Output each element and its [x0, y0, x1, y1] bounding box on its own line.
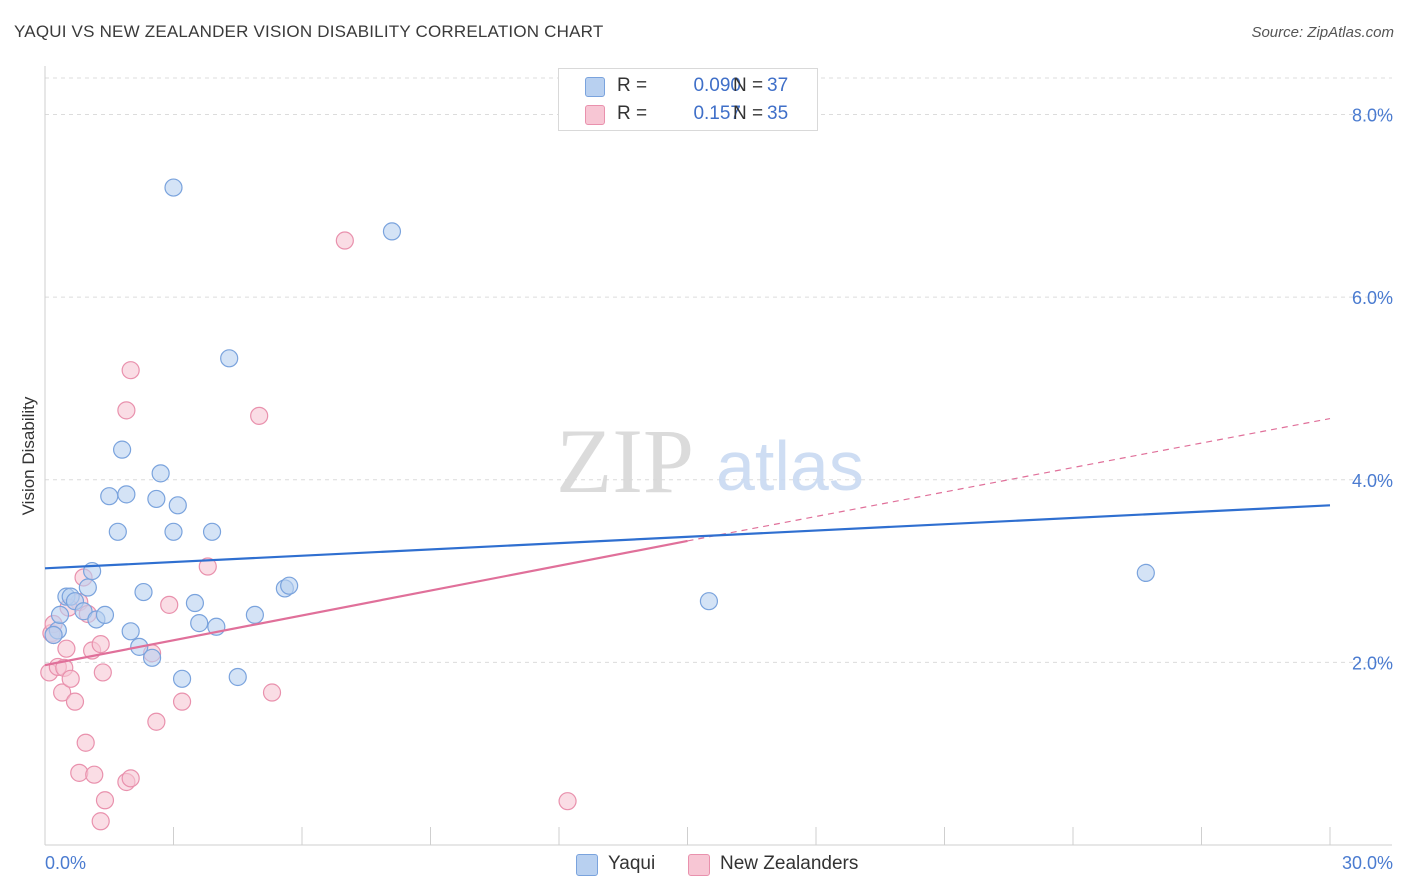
point-new-zealanders [65, 692, 85, 711]
y-tick-label: 6.0% [1352, 288, 1393, 308]
y-tick-label: 2.0% [1352, 653, 1393, 673]
grid-lines [45, 77, 1392, 663]
watermark-zip: ZIP [556, 410, 694, 512]
point-new-zealanders [95, 791, 115, 810]
x-tick-label: 30.0% [1342, 853, 1393, 873]
point-new-zealanders [262, 683, 282, 702]
y-tick-label: 8.0% [1352, 106, 1393, 126]
x-tick-label: 0.0% [45, 853, 86, 873]
bottom-legend-label-new-zealanders: New Zealanders [720, 853, 859, 874]
point-yaqui [50, 605, 70, 625]
point-yaqui [190, 614, 209, 633]
point-yaqui [44, 625, 63, 645]
point-yaqui [134, 582, 153, 602]
legend-swatch-yaqui [585, 77, 605, 97]
bottom-legend-swatch-yaqui [576, 854, 598, 876]
point-new-zealanders [70, 763, 89, 782]
point-new-zealanders [335, 231, 354, 250]
point-new-zealanders [121, 361, 140, 380]
point-new-zealanders [198, 557, 217, 576]
legend-r-label: R = [617, 103, 648, 124]
point-new-zealanders [117, 401, 136, 420]
point-yaqui [164, 178, 183, 197]
point-new-zealanders [558, 792, 577, 811]
legend-n-label: N = [733, 75, 764, 96]
point-yaqui [112, 440, 132, 459]
legend-n-value: 37 [767, 75, 789, 96]
point-yaqui [168, 496, 187, 515]
point-yaqui [108, 522, 127, 541]
point-yaqui [1136, 563, 1155, 582]
point-yaqui [245, 605, 264, 625]
point-yaqui [151, 464, 170, 483]
point-new-zealanders [85, 765, 104, 784]
legend-r-value: 0.090 [693, 75, 741, 96]
chart-title: YAQUI VS NEW ZEALANDER VISION DISABILITY… [14, 22, 604, 41]
y-axis-label: Vision Disability [19, 396, 38, 515]
point-yaqui [142, 648, 162, 667]
trend-line-new-zealanders [44, 539, 688, 667]
point-yaqui [95, 605, 115, 625]
point-yaqui [147, 489, 166, 509]
point-new-zealanders [250, 406, 269, 425]
y-tick-label: 4.0% [1352, 471, 1393, 491]
point-new-zealanders [91, 635, 110, 654]
point-new-zealanders [147, 712, 166, 731]
legend-r-value: 0.157 [693, 103, 741, 124]
legend-r-label: R = [617, 75, 648, 96]
point-new-zealanders [57, 639, 76, 658]
point-yaqui [228, 667, 247, 687]
point-new-zealanders [172, 692, 192, 711]
legend-swatch-new-zealanders [585, 105, 605, 125]
point-yaqui [172, 669, 192, 688]
point-yaqui [202, 522, 222, 541]
watermark: ZIP atlas [556, 410, 864, 512]
axis-labels: 2.0% 4.0% 6.0% 8.0% 0.0% 30.0% Vision Disabili… [19, 106, 1393, 873]
point-yaqui [382, 222, 402, 241]
data-points [40, 178, 1331, 831]
point-new-zealanders [61, 669, 80, 688]
point-yaqui [185, 593, 205, 613]
point-yaqui [78, 578, 97, 597]
source-label: Source: ZipAtlas.com [1251, 24, 1394, 41]
watermark-atlas: atlas [716, 427, 864, 505]
point-yaqui [280, 576, 299, 595]
point-yaqui [74, 602, 93, 621]
point-new-zealanders [76, 733, 95, 752]
point-new-zealanders [121, 769, 140, 788]
point-yaqui [699, 592, 719, 611]
point-yaqui [164, 522, 183, 541]
point-new-zealanders [93, 663, 112, 682]
point-new-zealanders [160, 595, 179, 614]
axes [44, 66, 1392, 846]
point-yaqui [100, 487, 119, 506]
trend-line-yaqui [44, 504, 1331, 570]
point-yaqui [121, 622, 140, 641]
point-yaqui [220, 349, 239, 368]
point-new-zealanders [53, 683, 72, 702]
legend-n-value: 35 [767, 103, 789, 124]
point-new-zealanders [91, 812, 110, 831]
legend: R = 0.090 N = 37 R = 0.157 N = 35 [558, 68, 818, 131]
legend-n-label: N = [733, 103, 764, 124]
bottom-legend-label-yaqui: Yaqui [608, 853, 656, 874]
point-yaqui [117, 485, 136, 504]
bottom-legend-swatch-new-zealanders [688, 854, 710, 876]
